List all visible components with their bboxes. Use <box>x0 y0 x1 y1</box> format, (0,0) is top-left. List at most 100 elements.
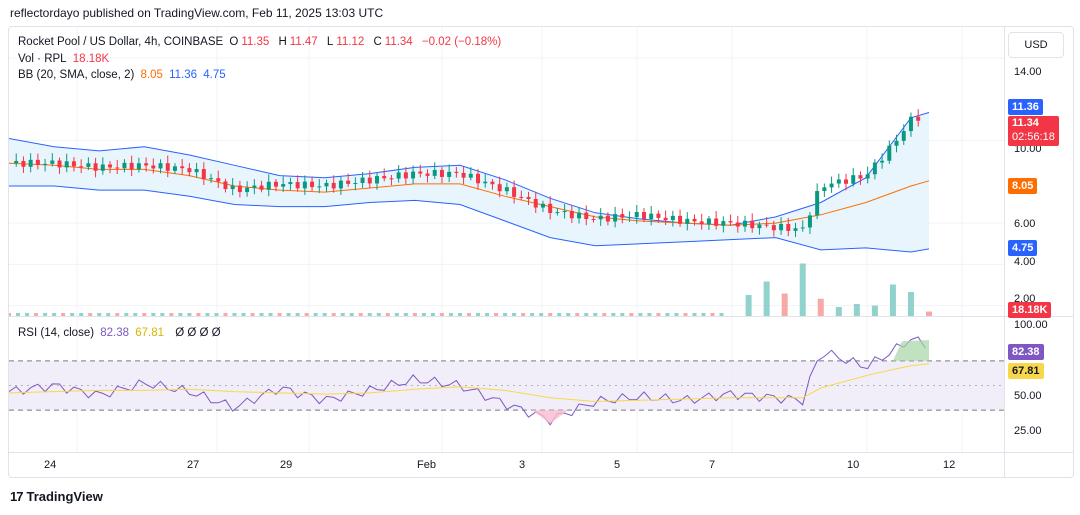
close-label: C <box>373 36 382 48</box>
rsi-extra-values: Ø Ø Ø Ø <box>175 327 221 339</box>
volume-bar <box>763 281 770 316</box>
volume-bar <box>331 313 336 316</box>
volume-bar <box>79 313 84 316</box>
candle-body <box>172 166 177 171</box>
time-tick: 29 <box>280 459 293 471</box>
candle-body <box>865 174 870 179</box>
rsi-tick: 25.00 <box>1014 425 1042 437</box>
chart-frame[interactable] <box>8 26 1074 478</box>
volume-bar <box>70 313 75 316</box>
candle-body <box>743 220 747 227</box>
bb-upper-value: 11.36 <box>169 69 198 81</box>
candle-body <box>750 220 755 229</box>
last-price-tag: 11.34 02:56:18 <box>1008 116 1059 146</box>
candle-body <box>259 185 264 190</box>
candle-body <box>187 168 192 173</box>
price-tick: 6.00 <box>1014 218 1036 230</box>
candle-body <box>346 180 351 184</box>
candle-body <box>151 165 156 169</box>
volume-bar <box>611 313 616 316</box>
pane-separator[interactable] <box>9 316 1073 317</box>
currency-button[interactable]: USD <box>1008 32 1064 58</box>
candle-body <box>21 160 26 167</box>
candle-body <box>577 212 582 219</box>
candle-body <box>894 140 899 146</box>
candle-body <box>375 176 379 184</box>
candle-body <box>165 163 170 171</box>
volume-bar <box>232 313 237 316</box>
bb-label[interactable]: BB (20, SMA, close, 2) <box>18 69 135 81</box>
volume-bar <box>268 313 273 316</box>
candle-body <box>338 180 343 189</box>
candle-body <box>663 217 668 221</box>
candle-body <box>512 187 517 197</box>
time-tick: 24 <box>44 459 57 471</box>
candle-body <box>418 171 423 174</box>
candle-body <box>901 131 906 141</box>
candle-body <box>411 171 416 179</box>
candle-body <box>144 163 149 166</box>
time-tick: 5 <box>614 459 621 471</box>
tradingview-logo-icon: 17 <box>10 489 24 504</box>
volume-tag: 18.18K <box>1008 302 1052 318</box>
time-tick: 12 <box>943 459 956 471</box>
bb-lower-value: 4.75 <box>203 69 226 81</box>
rsi-label[interactable]: RSI (14, close) <box>18 327 95 339</box>
candle-body <box>649 213 654 220</box>
volume-bar <box>889 284 896 316</box>
candle-body <box>367 177 372 184</box>
candle-body <box>209 178 214 180</box>
candle-body <box>245 187 250 193</box>
volume-bar <box>196 313 201 316</box>
open-value: 11.35 <box>241 36 270 48</box>
volume-bar <box>178 313 183 316</box>
candle-body <box>880 160 885 163</box>
legend-symbol[interactable]: Rocket Pool / US Dollar, 4h, COINBASE <box>18 36 224 48</box>
candle-body <box>634 212 639 218</box>
candle-body <box>201 169 206 180</box>
candle-body <box>136 163 141 170</box>
bar-countdown: 02:56:18 <box>1012 131 1055 143</box>
candle-body <box>569 211 574 219</box>
volume-bar <box>781 293 788 316</box>
volume-bar <box>539 313 544 316</box>
volume-bar <box>322 313 327 316</box>
volume-bar <box>638 313 643 316</box>
candle-body <box>288 182 293 185</box>
chart-svg[interactable] <box>9 27 1005 477</box>
candle-body <box>858 175 863 179</box>
volume-bars <box>9 263 932 316</box>
volume-bar <box>187 313 192 316</box>
rsi-ma-value: 67.81 <box>135 327 165 339</box>
volume-bar <box>367 313 372 316</box>
volume-bar <box>358 313 363 316</box>
tradingview-logo[interactable]: 17 TradingView <box>10 489 103 504</box>
candle-body <box>14 160 19 164</box>
volume-label[interactable]: Vol · RPL <box>18 53 67 65</box>
candle-body <box>310 181 315 188</box>
volume-bar <box>521 313 526 316</box>
candle-body <box>699 221 704 225</box>
volume-bar <box>448 313 453 316</box>
candle-body <box>86 163 91 167</box>
candle-body <box>714 218 719 226</box>
candle-body <box>194 169 199 173</box>
volume-bar <box>566 313 571 316</box>
rsi-tag: 82.38 <box>1008 344 1044 360</box>
candle-body <box>483 181 488 184</box>
candle-body <box>122 162 127 169</box>
close-value: 11.34 <box>384 36 413 48</box>
candle-body <box>807 215 812 228</box>
candle-body <box>64 161 69 168</box>
candle-body <box>540 203 545 208</box>
candle-body <box>216 178 221 182</box>
volume-bar <box>710 313 715 316</box>
candle-body <box>302 181 307 189</box>
candle-body <box>281 184 286 187</box>
volume-bar <box>349 313 354 316</box>
candle-body <box>605 215 610 222</box>
candle-body <box>490 181 495 185</box>
candle-body <box>497 184 502 192</box>
candle-body <box>656 213 661 218</box>
candle-body <box>71 161 76 167</box>
